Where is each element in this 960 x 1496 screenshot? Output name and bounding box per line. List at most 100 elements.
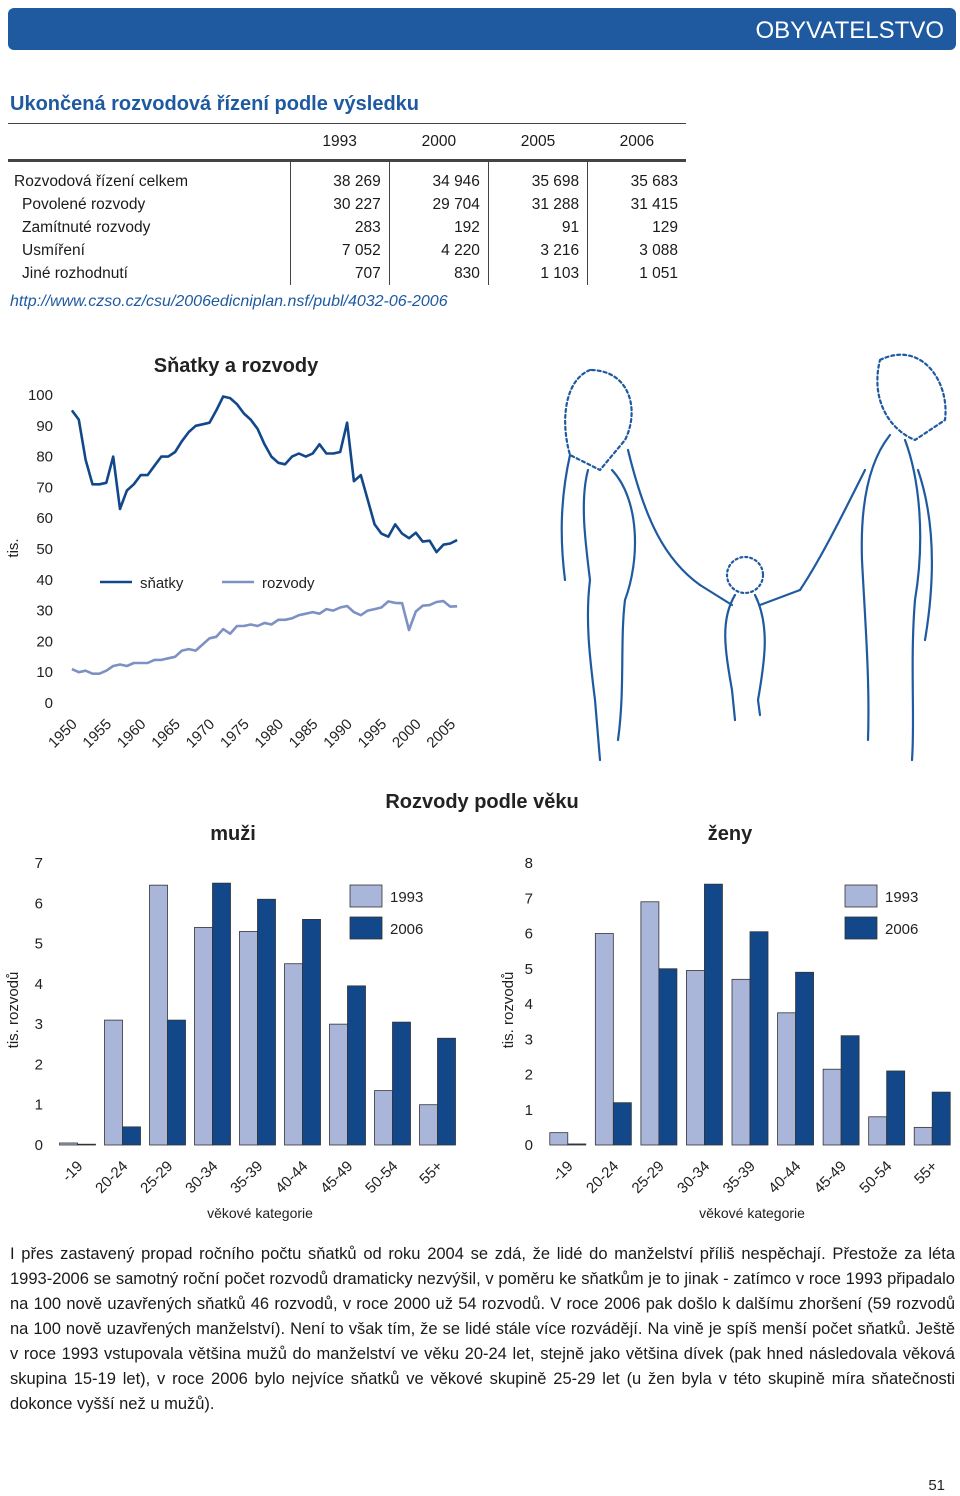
series-line	[70, 395, 458, 554]
x-tick-label: 1960	[114, 716, 150, 752]
table-row: Zamítnuté rozvody 283 192 91 129	[8, 216, 686, 239]
x-tick-label: 1955	[79, 716, 115, 752]
y-tick-label: 4	[35, 976, 43, 993]
bar	[374, 1090, 393, 1146]
x-tick-label: 50-54	[856, 1158, 895, 1197]
x-tick-label: 2005	[423, 716, 459, 752]
bar	[77, 1143, 96, 1146]
table-cell: 7 052	[289, 239, 390, 262]
x-tick-label: 1970	[183, 716, 219, 752]
x-tick-label: 55+	[911, 1158, 941, 1188]
bar	[59, 1142, 78, 1146]
legend-swatch	[349, 916, 383, 940]
x-axis-label: věkové kategorie	[207, 1205, 313, 1221]
bar	[640, 901, 660, 1146]
table-row: Rozvodová řízení celkem 38 269 34 946 35 69…	[8, 160, 686, 193]
results-table: 1993 2000 2005 2006 Rozvodová řízení celkem 3…	[8, 123, 686, 285]
bar	[239, 931, 258, 1146]
x-tick-label: 35-39	[227, 1158, 266, 1197]
y-tick-label: 7	[525, 890, 533, 907]
bar	[868, 1116, 888, 1146]
bar	[886, 1070, 906, 1146]
row-label: Usmíření	[22, 241, 85, 259]
bar	[392, 1021, 411, 1146]
table-cell: 34 946	[388, 160, 489, 193]
y-tick-label: 6	[525, 926, 533, 943]
y-tick-label: 30	[36, 603, 53, 620]
legend-label: 1993	[390, 889, 423, 906]
x-tick-label: 1980	[251, 716, 287, 752]
bar	[704, 883, 723, 1146]
y-tick-label: 3	[35, 1016, 43, 1033]
x-tick-label: 1990	[320, 716, 356, 752]
bar	[749, 931, 769, 1146]
y-tick-label: 4	[525, 996, 533, 1013]
table-cell: 1 103	[487, 262, 588, 285]
y-tick-label: 6	[35, 895, 43, 912]
bar	[149, 884, 168, 1146]
bar	[302, 919, 321, 1146]
legend-label: 2006	[885, 921, 918, 938]
y-tick-label: 3	[525, 1031, 533, 1048]
x-tick-label: 1995	[355, 716, 391, 752]
table-title: Ukončená rozvodová řízení podle výsledku	[10, 93, 419, 115]
x-tick-label: -19	[549, 1158, 576, 1185]
table-cell: 31 288	[487, 193, 588, 216]
bar	[795, 971, 814, 1146]
x-tick-label: 20-24	[92, 1158, 131, 1197]
x-tick-label: 30-34	[674, 1158, 713, 1197]
y-tick-label: 80	[36, 449, 53, 466]
bar	[329, 1023, 348, 1146]
bar	[840, 1035, 860, 1146]
chart-title: Sňatky a rozvody	[154, 355, 319, 377]
y-axis-label: tis. rozvodů	[500, 972, 517, 1049]
row-label: Rozvodová řízení celkem	[14, 172, 189, 190]
y-tick-label: 2	[525, 1067, 533, 1084]
bar	[122, 1126, 141, 1146]
bar	[257, 898, 276, 1146]
bar	[419, 1104, 438, 1146]
y-tick-label: 40	[36, 572, 53, 589]
bar	[612, 1102, 632, 1146]
x-tick-label: 50-54	[362, 1158, 401, 1197]
y-tick-label: 5	[35, 936, 43, 953]
table-cell: 707	[289, 262, 390, 285]
page-number: 51	[928, 1477, 945, 1494]
column-header: 2000	[389, 123, 489, 162]
x-tick-label: 40-44	[272, 1158, 311, 1197]
table-corner	[8, 123, 290, 162]
charts-title: Rozvody podle věku	[385, 791, 578, 813]
y-tick-label: 20	[36, 633, 53, 650]
bar	[212, 882, 231, 1146]
column-header: 2006	[587, 123, 686, 162]
table-row: Usmíření 7 052 4 220 3 216 3 088	[8, 239, 686, 262]
y-tick-label: 5	[525, 961, 533, 978]
column-header: 1993	[290, 123, 390, 162]
table-cell: 91	[487, 216, 588, 239]
x-tick-label: 25-29	[629, 1158, 668, 1197]
bar	[284, 963, 303, 1146]
bar	[658, 968, 678, 1146]
x-tick-label: 20-24	[583, 1158, 622, 1197]
table-cell: 4 220	[388, 239, 489, 262]
bar	[549, 1132, 569, 1146]
chart-title: muži	[210, 823, 256, 845]
y-tick-label: 2	[35, 1056, 43, 1073]
x-tick-label: 25-29	[137, 1158, 176, 1197]
table-cell: 30 227	[289, 193, 390, 216]
table-cell: 830	[388, 262, 489, 285]
x-tick-label: 1950	[45, 716, 81, 752]
source-link: http://www.czso.cz/csu/2006edicniplan.ns…	[10, 293, 448, 310]
x-tick-label: 40-44	[765, 1158, 804, 1197]
y-tick-label: 70	[36, 479, 53, 496]
table-cell: 29 704	[388, 193, 489, 216]
y-tick-label: 10	[36, 664, 53, 681]
bar	[567, 1143, 587, 1146]
table-cell: 129	[587, 216, 686, 239]
column-header: 2005	[488, 123, 588, 162]
x-tick-label: -19	[59, 1158, 86, 1185]
y-tick-label: 0	[35, 1137, 43, 1154]
section-title: OBYVATELSTVO	[756, 17, 945, 44]
